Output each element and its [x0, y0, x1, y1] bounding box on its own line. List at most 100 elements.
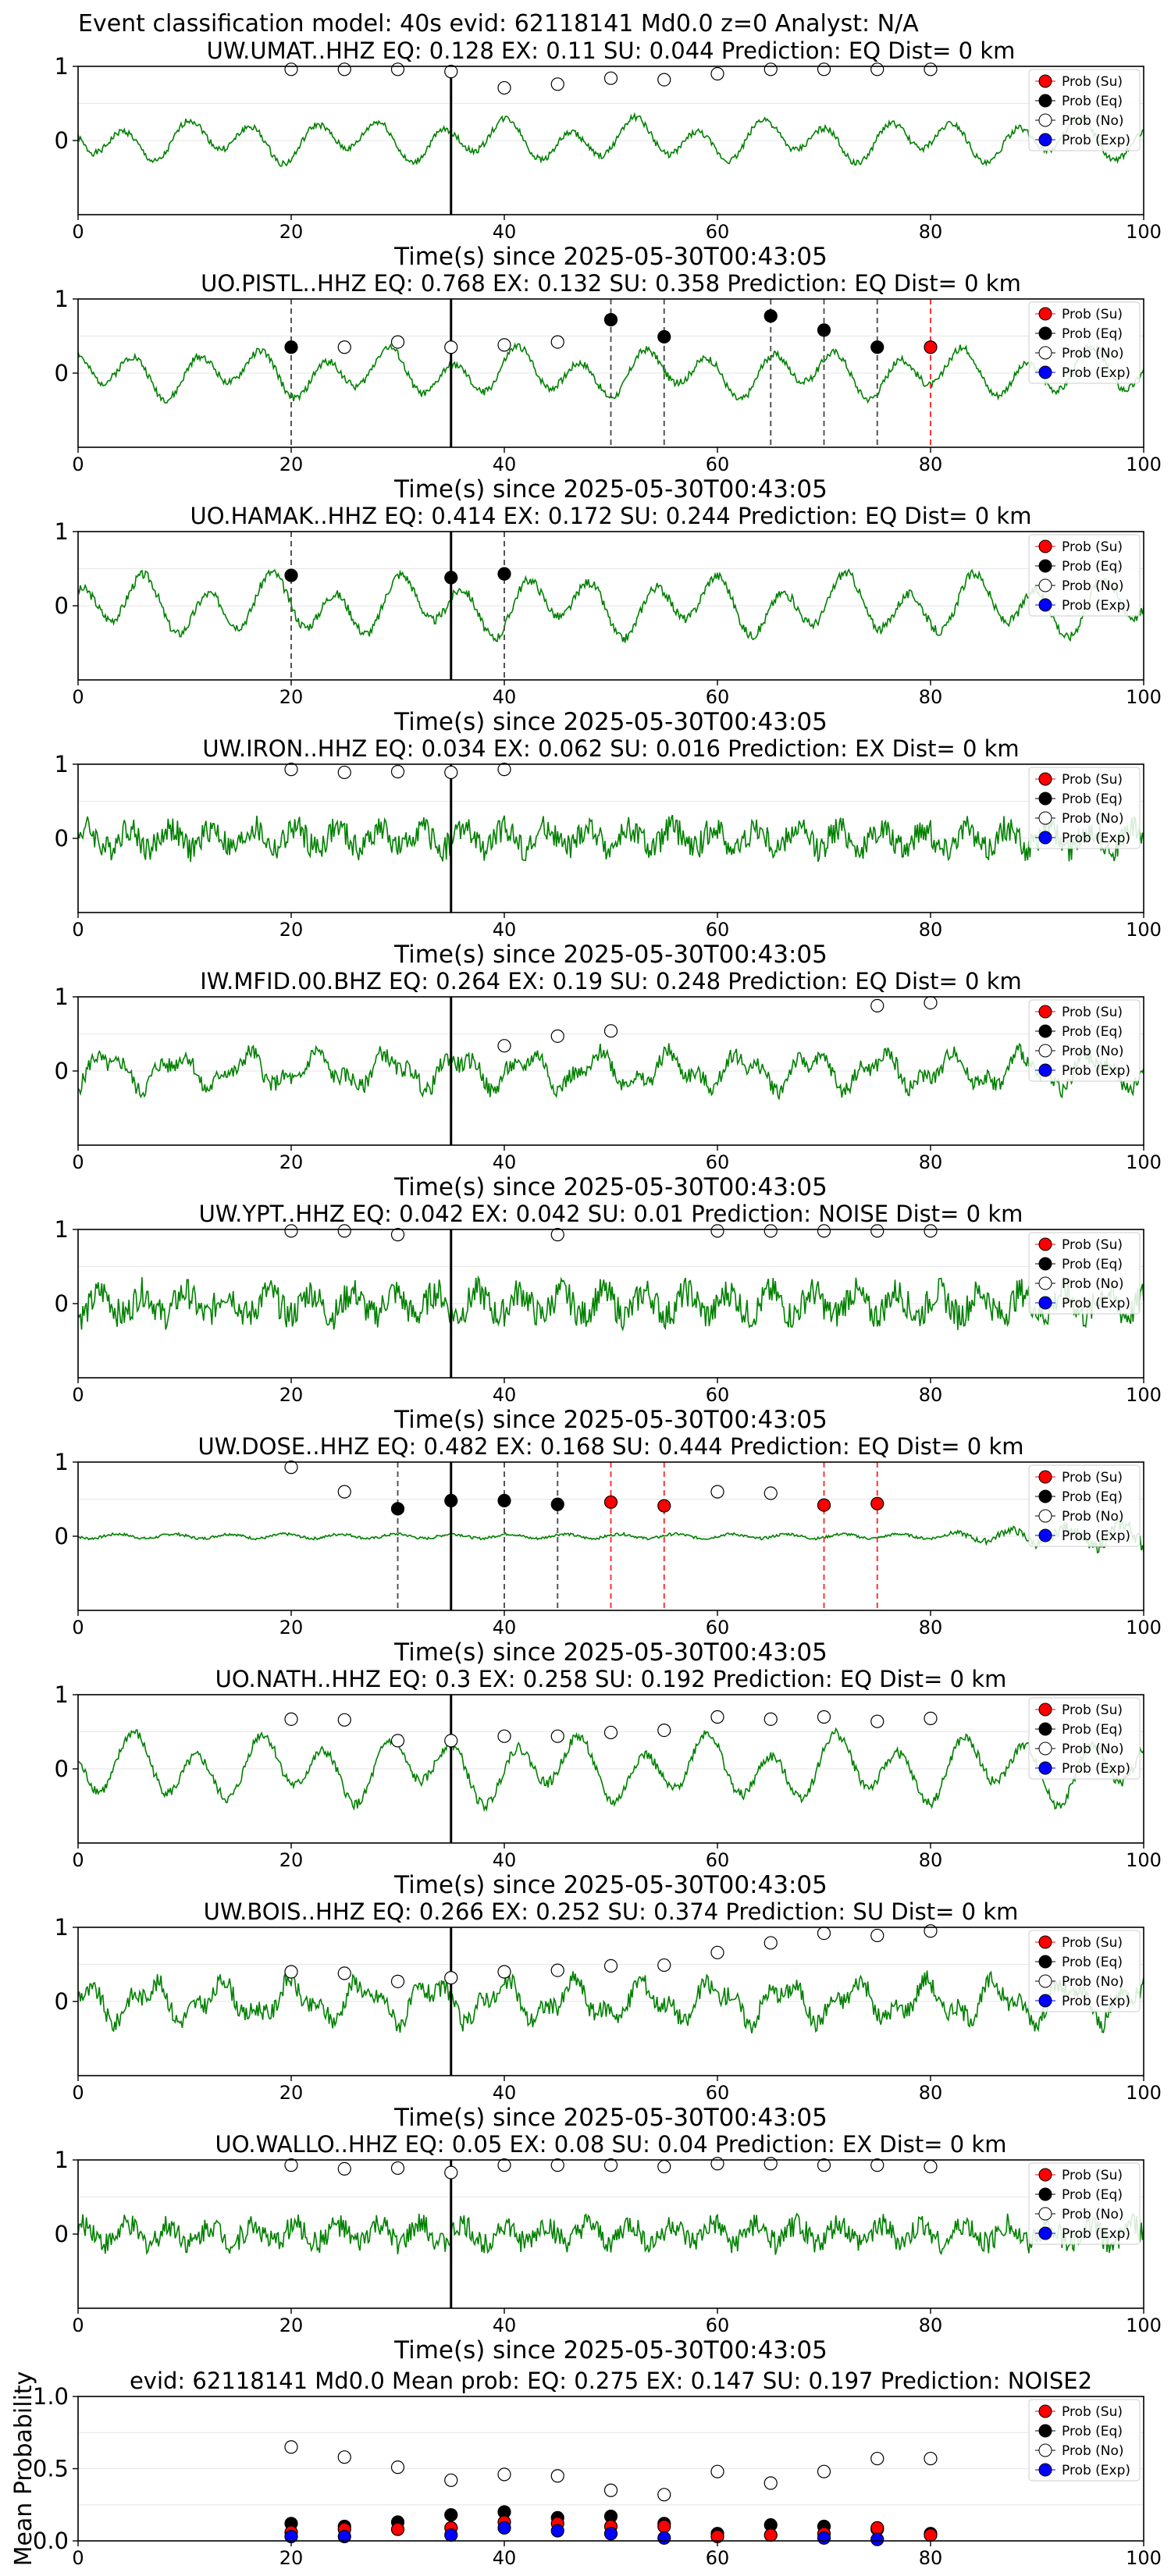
x-tick-label: 60: [706, 1151, 730, 1173]
mean-prob-point-exp: [337, 2529, 351, 2544]
legend-label-exp: Prob (Exp): [1062, 1296, 1130, 1311]
mean-prob-point-eq: [444, 2508, 458, 2522]
y-tick-label: 0.5: [33, 2456, 69, 2482]
legend-marker-exp: [1038, 2226, 1052, 2240]
panel-3: UW.IRON..HHZ EQ: 0.034 EX: 0.062 SU: 0.0…: [55, 735, 1162, 969]
legend-marker-exp: [1038, 133, 1052, 147]
x-tick-label: 60: [706, 2314, 730, 2336]
x-axis-label: Time(s) since 2025-05-30T00:43:05: [393, 1638, 828, 1667]
x-tick-label: 100: [1126, 2547, 1162, 2569]
legend-label-su: Prob (Su): [1062, 2168, 1123, 2183]
prob-point-no: [390, 2161, 405, 2176]
y-tick-label: 0: [55, 1988, 69, 2015]
x-axis-label: Time(s) since 2025-05-30T00:43:05: [393, 1173, 828, 1201]
x-tick-label: 20: [279, 686, 304, 708]
x-tick-label: 80: [919, 919, 943, 941]
x-tick-label: 80: [919, 1384, 943, 1406]
x-axis-label: Time(s) since 2025-05-30T00:43:05: [393, 708, 828, 736]
legend-marker-eq: [1038, 1722, 1052, 1736]
legend-box: [1028, 301, 1141, 384]
legend-marker-su: [1038, 1935, 1052, 1949]
mean-prob-point-no: [497, 2467, 511, 2482]
prob-point-no: [763, 1936, 778, 1950]
prob-point-no: [924, 62, 938, 76]
x-tick-label: 0: [72, 2547, 84, 2569]
prob-point-no: [550, 335, 564, 349]
x-tick-label: 20: [279, 1151, 304, 1173]
prob-point-no: [550, 1963, 564, 1977]
prob-point-no: [550, 2158, 564, 2172]
x-tick-label: 100: [1126, 919, 1162, 941]
x-axis-label: Time(s) since 2025-05-30T00:43:05: [393, 1871, 828, 1899]
legend-label-exp: Prob (Exp): [1062, 1994, 1130, 2009]
prob-point-no: [924, 1711, 938, 1725]
panel-9: UO.WALLO..HHZ EQ: 0.05 EX: 0.08 SU: 0.04…: [55, 2131, 1162, 2364]
prob-point-no: [924, 995, 938, 1010]
panel-title: UW.UMAT..HHZ EQ: 0.128 EX: 0.11 SU: 0.04…: [207, 37, 1016, 64]
prob-point-no: [497, 763, 511, 777]
prob-point-no: [603, 1024, 618, 1038]
x-axis-label: Time(s) since 2025-05-30T00:43:05: [393, 243, 828, 271]
legend-label-exp: Prob (Exp): [1062, 1063, 1130, 1079]
y-tick-label: 0: [55, 360, 69, 386]
y-tick-label: 1: [55, 1216, 69, 1243]
x-tick-label: 0: [72, 1384, 84, 1406]
prob-point-no: [763, 2157, 778, 2171]
prob-point-no: [390, 1734, 405, 1748]
mean-prob-point-no: [763, 2476, 778, 2490]
mean-prob-point-exp: [550, 2524, 564, 2538]
legend-marker-su: [1038, 539, 1052, 553]
waveform-trace: [77, 1517, 1144, 1554]
legend-marker-su: [1038, 74, 1052, 88]
prob-point-no: [390, 335, 405, 349]
prob-point-eq: [657, 329, 671, 344]
mean-prob-point-su: [657, 2519, 671, 2534]
x-tick-label: 20: [279, 2082, 304, 2104]
legend-marker-su: [1038, 772, 1052, 786]
mean-prob-point-no: [284, 2440, 298, 2454]
prob-point-no: [817, 62, 831, 76]
mean-prob-point-no: [817, 2464, 831, 2478]
panel-title: UO.PISTL..HHZ EQ: 0.768 EX: 0.132 SU: 0.…: [201, 270, 1021, 297]
legend-marker-no: [1038, 2207, 1052, 2221]
mean-prob-point-su: [763, 2528, 778, 2542]
prob-point-no: [337, 1485, 351, 1499]
y-tick-label: 1: [55, 518, 69, 545]
legend-box: [1028, 1930, 1141, 2012]
legend-label-no: Prob (No): [1062, 1742, 1124, 1757]
x-tick-label: 60: [706, 1384, 730, 1406]
x-tick-label: 60: [706, 2082, 730, 2104]
prob-point-no: [444, 340, 458, 354]
prob-point-eq: [497, 1493, 511, 1508]
legend-marker-su: [1038, 2168, 1052, 2182]
y-tick-label: 0: [55, 2221, 69, 2247]
panel-title: UO.WALLO..HHZ EQ: 0.05 EX: 0.08 SU: 0.04…: [215, 2131, 1007, 2158]
prob-point-no: [817, 2158, 831, 2172]
prob-point-no: [390, 764, 405, 779]
y-tick-label: 1: [55, 286, 69, 312]
prob-point-no: [603, 1959, 618, 1973]
waveform-trace: [77, 1727, 1144, 1813]
panel-7: UO.NATH..HHZ EQ: 0.3 EX: 0.258 SU: 0.192…: [55, 1666, 1162, 1899]
panel-title: UW.DOSE..HHZ EQ: 0.482 EX: 0.168 SU: 0.4…: [198, 1433, 1024, 1460]
legend-label-exp: Prob (Exp): [1062, 2463, 1130, 2478]
mean-prob-point-no: [390, 2460, 405, 2475]
prob-point-eq: [763, 309, 778, 323]
mean-prob-point-no: [550, 2469, 564, 2483]
y-tick-label: 1: [55, 53, 69, 80]
prob-point-eq: [603, 313, 618, 327]
legend-marker-exp: [1038, 365, 1052, 379]
legend-marker-eq: [1038, 94, 1052, 108]
x-tick-label: 60: [706, 919, 730, 941]
legend-marker-eq: [1038, 1489, 1052, 1503]
waveform-trace: [77, 814, 1144, 863]
legend-marker-exp: [1038, 2463, 1052, 2477]
x-tick-label: 40: [493, 686, 517, 708]
legend-box: [1028, 1464, 1141, 1547]
legend-marker-eq: [1038, 326, 1052, 340]
prob-point-no: [710, 1224, 724, 1238]
prob-point-su: [817, 1498, 831, 1512]
prob-point-eq: [284, 340, 298, 354]
legend-marker-su: [1038, 1237, 1052, 1251]
prob-point-no: [710, 66, 724, 81]
